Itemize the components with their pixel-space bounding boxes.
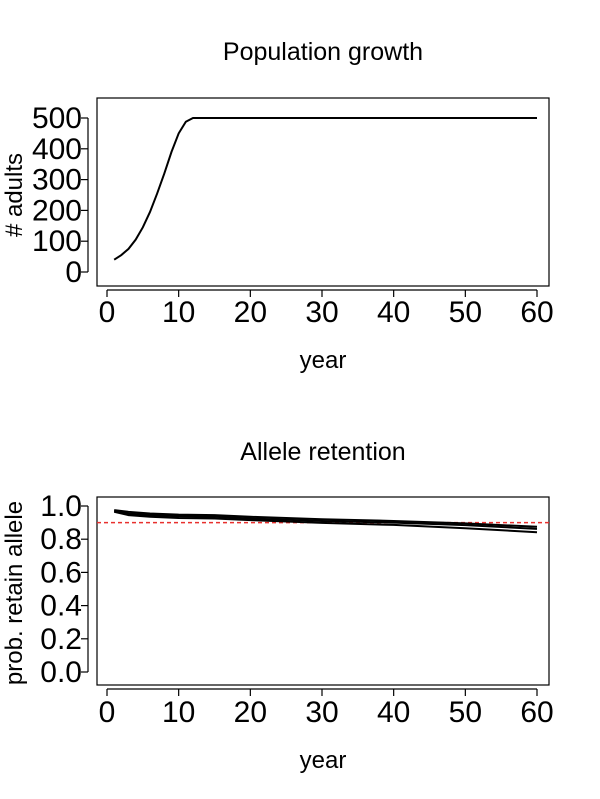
x-tick-label: 60: [520, 296, 553, 329]
y-tick-label: 400: [32, 133, 82, 166]
series-group: [113, 509, 538, 534]
y-tick-label: 0.2: [40, 623, 82, 656]
x-tick-label: 0: [99, 696, 116, 729]
series-group: [113, 117, 537, 261]
x-tick-label: 60: [520, 696, 553, 729]
x-tick-label: 10: [162, 296, 195, 329]
allele-retention-panel: Allele retention 0 10 20 30 40 50 60 0.00.20.4…: [1, 438, 554, 774]
x-tick-label: 0: [99, 296, 116, 329]
x-tick-label: 40: [377, 296, 410, 329]
y-tick-label: 1.0: [40, 490, 82, 523]
x-tick-label: 30: [305, 696, 338, 729]
plot-box: [96, 496, 550, 686]
x-axis-label: year: [300, 747, 347, 774]
y-tick-label: 0.0: [40, 656, 82, 689]
y-axis-label: prob. retain allele: [1, 501, 28, 685]
x-tick-label: 10: [162, 696, 195, 729]
y-tick-label: 500: [32, 102, 82, 135]
x-tick-label: 50: [449, 296, 482, 329]
series-line-1: [114, 509, 538, 528]
y-tick-label: 0: [65, 256, 82, 289]
x-ticks: 0 10 20 30 40 50 60: [99, 290, 554, 329]
y-tick-label: 200: [32, 194, 82, 227]
y-axis-label: # adults: [1, 153, 28, 237]
y-tick-label: 0.6: [40, 556, 82, 589]
y-tick-label: 0.4: [40, 590, 82, 623]
y-ticks: 0.00.20.40.60.81.0: [40, 490, 88, 689]
series-line-2: [113, 509, 538, 530]
x-ticks: 0 10 20 30 40 50 60: [99, 689, 554, 729]
series-line-3: [113, 510, 538, 534]
x-tick-label: 20: [234, 296, 267, 329]
x-tick-label: 40: [377, 696, 410, 729]
plot-box: [96, 97, 550, 287]
series-line-1: [113, 117, 537, 261]
x-tick-label: 20: [234, 696, 267, 729]
x-axis-label: year: [300, 347, 347, 374]
x-tick-label: 50: [449, 696, 482, 729]
chart-title: Population growth: [223, 38, 423, 66]
y-tick-label: 100: [32, 225, 82, 258]
x-tick-label: 30: [305, 296, 338, 329]
population-growth-panel: Population growth 0 10 20 30 40 50 60 01002003…: [1, 38, 554, 374]
y-tick-label: 300: [32, 164, 82, 197]
chart-title: Allele retention: [240, 438, 405, 466]
y-tick-label: 0.8: [40, 523, 82, 556]
